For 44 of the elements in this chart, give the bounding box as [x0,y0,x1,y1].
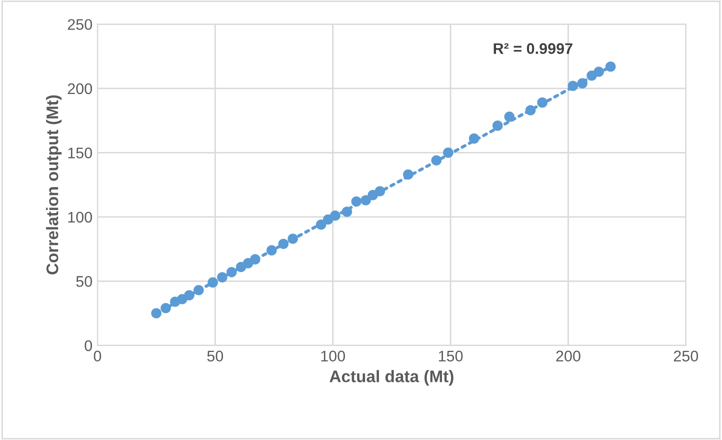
point [226,267,237,278]
y-tick-label: 250 [68,19,92,30]
point [374,186,386,196]
point [504,112,515,122]
point [266,245,277,256]
point [278,238,289,250]
point [288,234,298,244]
point [568,80,578,92]
y-axis-title: Correlation output (Mt) [46,95,62,274]
point [468,133,480,144]
x-tick-label: 200 [556,350,580,362]
point [351,196,362,207]
point [431,155,442,166]
point [537,97,548,108]
point [330,210,340,221]
point [443,148,454,158]
point [403,169,414,180]
point [151,308,162,318]
point [208,277,218,288]
y-tick-label: 50 [76,276,92,287]
point [360,195,371,206]
x-tick-label: 150 [438,350,463,362]
x-tick-label: 100 [321,350,345,362]
point [342,206,352,217]
point [525,105,536,116]
point [184,290,194,300]
y-tick-label: 200 [68,83,92,94]
point [160,302,171,314]
x-axis-title: Actual data (Mt) [330,370,454,386]
point [492,120,503,131]
y-tick-label: 0 [84,340,92,352]
point [250,254,260,264]
point [217,272,228,282]
point [194,285,204,296]
point [316,219,326,230]
y-tick-label: 150 [68,148,92,158]
point [577,78,588,88]
point [605,61,616,72]
y-tick-label: 100 [68,212,92,223]
x-tick-label: 250 [674,350,698,362]
point [594,66,604,77]
annotation: R² = 0.9997 [494,43,572,54]
x-tick-label: 50 [207,350,224,362]
x-tick-label: 0 [94,350,102,362]
